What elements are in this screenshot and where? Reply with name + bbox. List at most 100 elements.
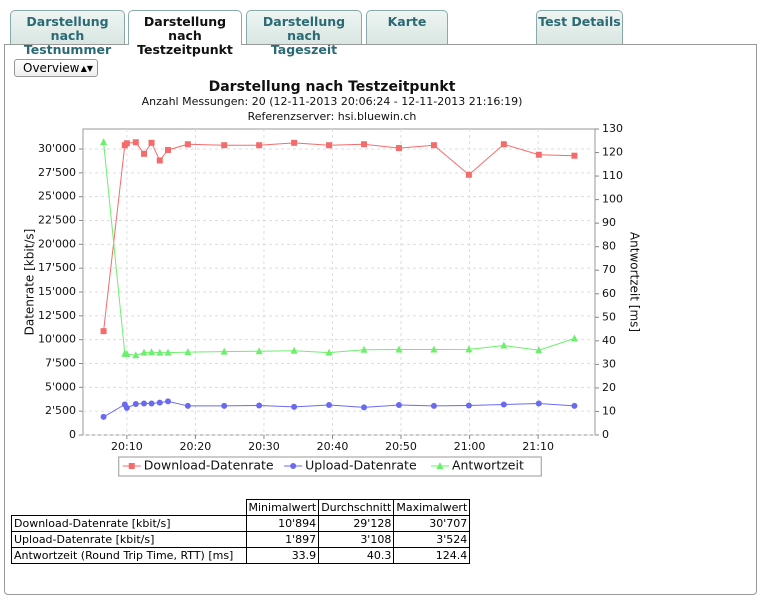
tab-label: Darstellung nach	[143, 14, 227, 43]
legend-label: Download-Datenrate	[144, 458, 274, 473]
marker	[123, 350, 131, 358]
y-tick-label: 20'000	[38, 237, 76, 250]
y2-tick-label: 100	[602, 193, 623, 206]
marker	[256, 402, 263, 409]
marker	[156, 399, 163, 406]
marker	[141, 150, 148, 157]
chart-subtitle: Anzahl Messungen: 20 (12-11-2013 20:06:2…	[142, 95, 523, 108]
marker	[290, 346, 298, 354]
marker	[164, 398, 171, 405]
marker	[500, 141, 507, 148]
table-corner	[11, 499, 246, 516]
marker	[535, 151, 542, 158]
marker	[465, 171, 472, 178]
marker	[148, 400, 155, 407]
marker	[100, 138, 108, 146]
table-row: Download-Datenrate [kbit/s] 10'894 29'128 3…	[11, 515, 471, 532]
table-cell: 33.9	[245, 547, 320, 564]
column-header: Minimalwert	[245, 499, 320, 516]
legend-box	[118, 456, 542, 477]
marker	[256, 142, 263, 149]
tab[interactable]: Darstellung nach Tageszeit	[246, 10, 362, 57]
x-tick-label: 20:40	[317, 440, 349, 453]
y-tick-label: 17'500	[38, 261, 76, 274]
y2-tick-label: 10	[602, 404, 616, 417]
marker	[220, 347, 228, 355]
view-select[interactable]: Overview ▲▼	[14, 59, 98, 77]
y2-tick-label: 120	[602, 146, 623, 159]
marker	[570, 334, 578, 342]
marker	[535, 346, 543, 354]
marker	[430, 402, 437, 409]
y2-axis-label: Antwortzeit [ms]	[628, 232, 642, 332]
marker	[221, 402, 228, 409]
marker	[395, 345, 403, 353]
y-tick-label: 22'500	[38, 214, 76, 227]
table-cell: 3'108	[318, 531, 395, 548]
column-header: Maximalwert	[393, 499, 471, 516]
y2-tick-label: 70	[602, 263, 616, 276]
y-tick-label: 30'000	[38, 142, 76, 155]
tab[interactable]: Darstellung nach Testnummer	[10, 10, 125, 57]
select-arrow: ▲▼	[80, 64, 93, 73]
marker	[148, 348, 156, 356]
table-cell: Antwortzeit (Round Trip Time, RTT) [ms]	[11, 547, 247, 564]
legend-label: Upload-Datenrate	[305, 458, 417, 473]
marker	[132, 401, 139, 408]
y-tick-label: 10'000	[38, 333, 76, 346]
select-value: Overview	[23, 61, 80, 75]
y-tick-label: 25'000	[38, 190, 76, 203]
tab-label: Karte	[387, 14, 427, 29]
marker	[361, 404, 368, 411]
marker	[184, 348, 192, 356]
y-axis-label: Datenrate [kbit/s]	[23, 229, 37, 336]
marker	[465, 345, 473, 353]
tab-label: Testnummer	[23, 42, 112, 57]
y-tick-label: 7'500	[45, 357, 76, 370]
column-header: Durchschnitt	[318, 499, 395, 516]
tab[interactable]: Test Details	[536, 10, 623, 44]
tab-label: Darstellung nach	[26, 14, 109, 43]
marker	[571, 402, 578, 409]
marker	[156, 348, 164, 356]
table-cell: 10'894	[245, 515, 320, 532]
y-tick-label: 5'000	[45, 380, 76, 393]
x-tick-label: 20:10	[111, 440, 143, 453]
marker	[123, 404, 130, 411]
tab-label: Test Details	[538, 14, 621, 29]
x-tick-label: 21:00	[454, 440, 486, 453]
table-cell: 40.3	[318, 547, 395, 564]
marker	[535, 400, 542, 407]
marker	[361, 141, 368, 148]
y2-tick-label: 50	[602, 310, 616, 323]
marker	[430, 345, 438, 353]
tab[interactable]: Darstellung nach Testzeitpunkt	[128, 10, 242, 57]
x-tick-label: 20:30	[248, 440, 280, 453]
marker	[221, 142, 228, 149]
tab-label: Tageszeit	[270, 42, 338, 57]
y2-tick-label: 110	[602, 169, 623, 182]
y2-tick-label: 130	[602, 122, 623, 135]
stats-table: Minimalwert Durchschnitt Maximalwert Downlo…	[11, 499, 471, 564]
y-tick-label: 12'500	[38, 309, 76, 322]
marker	[100, 413, 107, 420]
marker	[140, 348, 148, 356]
y2-tick-label: 40	[602, 334, 616, 347]
table-cell: Upload-Datenrate [kbit/s]	[11, 531, 247, 548]
tab[interactable]: Karte	[366, 10, 448, 44]
marker	[164, 348, 172, 356]
table-cell: 1'897	[245, 531, 320, 548]
y2-tick-label: 0	[602, 428, 609, 441]
y2-tick-label: 90	[602, 216, 616, 229]
marker	[500, 401, 507, 408]
marker	[184, 141, 191, 148]
chart-subtitle: Referenzserver: hsi.bluewin.ch	[248, 110, 417, 123]
y-tick-label: 2'500	[45, 404, 76, 417]
y-tick-label: 15'000	[38, 285, 76, 298]
marker	[430, 142, 437, 149]
marker	[465, 402, 472, 409]
table-cell: Download-Datenrate [kbit/s]	[11, 515, 247, 532]
marker	[500, 341, 508, 349]
